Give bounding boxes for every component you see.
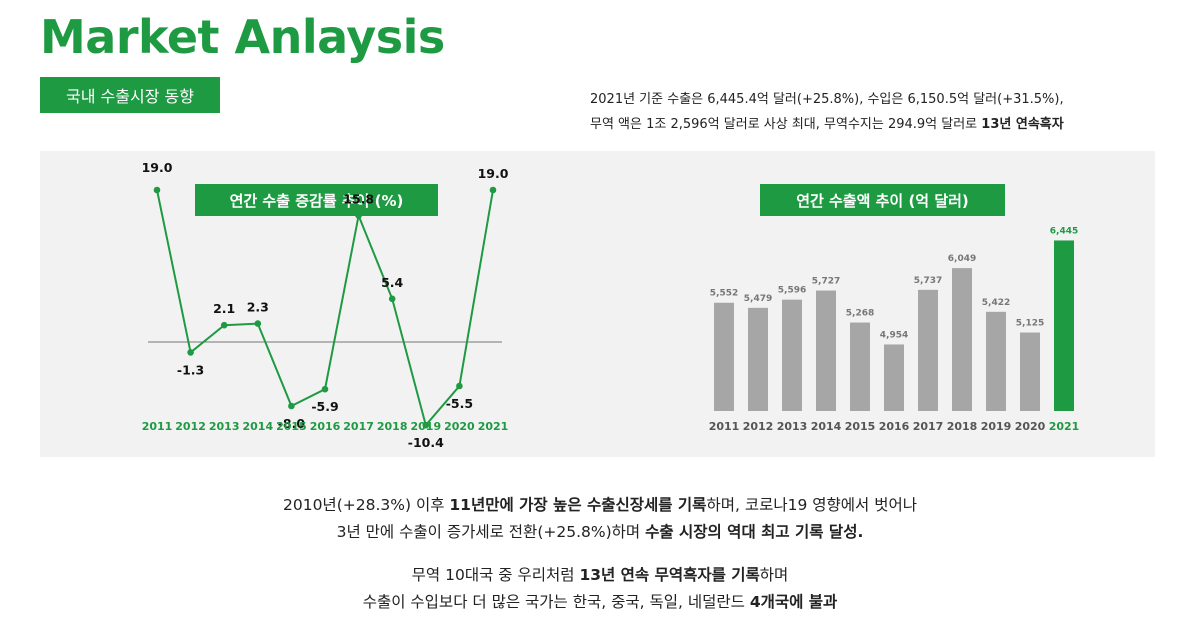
bar-chart-xtick-2019: 2019	[981, 420, 1012, 433]
bar-chart-label-2017: 5,737	[914, 276, 942, 286]
line-chart-xtick-2018: 2018	[377, 420, 408, 433]
line-chart-label-2015: -8.0	[278, 416, 306, 431]
bottom-p1-line-1: 2010년(+28.3%) 이후 11년만에 가장 높은 수출신장세를 기록하며…	[0, 492, 1200, 519]
bottom-p2-l1-c: 하며	[759, 566, 789, 584]
bar-chart-label-2012: 5,479	[744, 294, 772, 304]
bar-chart-xtick-2016: 2016	[879, 420, 910, 433]
bottom-p2-l2-a: 수출이 수입보다 더 많은 국가는 한국, 중국, 독일, 네덜란드	[362, 593, 750, 611]
bottom-p2-l1-b: 13년 연속 무역흑자를 기록	[579, 566, 760, 584]
bottom-p1-l1-b: 11년만에 가장 높은 수출신장세를 기록	[449, 496, 707, 514]
line-chart-point-2021	[489, 186, 497, 194]
bar-chart-label-2014: 5,727	[812, 277, 840, 287]
bar-chart-xtick-2017: 2017	[913, 420, 944, 433]
bottom-p2-l1-a: 무역 10대국 중 우리처럼	[411, 566, 580, 584]
line-chart-point-2011	[153, 186, 161, 194]
bar-chart-label-2019: 5,422	[982, 298, 1010, 308]
bar-chart-bar-2012	[748, 307, 768, 411]
bar-chart-bar-2018	[952, 268, 972, 411]
line-chart-point-2015	[288, 402, 295, 410]
bar-chart-bar-2021	[1054, 240, 1074, 411]
bar-chart-bar-2013	[782, 299, 802, 411]
summary-line-1: 2021년 기준 수출은 6,445.4억 달러(+25.8%), 수입은 6,…	[590, 92, 1064, 107]
line-chart-label-2020: -5.5	[446, 396, 473, 411]
line-chart-point-2012	[187, 349, 194, 356]
line-chart-point-2020	[456, 382, 463, 390]
line-chart-xtick-2021: 2021	[478, 420, 509, 433]
bottom-p2-line-1: 무역 10대국 중 우리처럼 13년 연속 무역흑자를 기록하며	[0, 562, 1200, 589]
bar-chart-xtick-2020: 2020	[1015, 420, 1046, 433]
bottom-paragraph-2: 무역 10대국 중 우리처럼 13년 연속 무역흑자를 기록하며 수출이 수입보…	[0, 562, 1200, 616]
line-chart-xtick-2013: 2013	[209, 420, 240, 433]
line-chart-label-2019: -10.4	[408, 435, 444, 450]
line-chart-xtick-2017: 2017	[343, 420, 374, 433]
bar-chart-xtick-2015: 2015	[845, 420, 876, 433]
bar-chart-bar-2016	[884, 344, 904, 411]
bar-chart-xtick-2014: 2014	[811, 420, 842, 433]
line-chart-point-2019	[422, 421, 430, 429]
bar-chart-xtick-2013: 2013	[777, 420, 808, 433]
line-chart-point-2014	[254, 320, 262, 327]
summary-line-2-highlight: 13년 연속흑자	[981, 117, 1064, 132]
section-tag: 국내 수출시장 동향	[40, 77, 220, 113]
bar-chart-label-2020: 5,125	[1016, 319, 1044, 329]
bottom-p2-line-2: 수출이 수입보다 더 많은 국가는 한국, 중국, 독일, 네덜란드 4개국에 …	[0, 589, 1200, 616]
line-chart-xtick-2020: 2020	[444, 420, 475, 433]
bar-chart-xtick-2012: 2012	[743, 420, 774, 433]
line-chart-point-2013	[220, 321, 228, 329]
bar-chart-label-2013: 5,596	[778, 286, 806, 296]
bar-chart-label-2021: 6,445	[1050, 226, 1078, 236]
line-chart-label-2021: 19.0	[478, 166, 509, 181]
summary-line-2: 무역 액은 1조 2,596억 달러로 사상 최대, 무역수지는 294.9억 …	[590, 112, 1150, 137]
bar-chart-xtick-2021: 2021	[1049, 420, 1080, 433]
line-chart-label-2012: -1.3	[177, 362, 204, 377]
bar-chart-bar-2017	[918, 289, 938, 411]
bar-chart-xtick-2011: 2011	[709, 420, 740, 433]
bottom-paragraph-1: 2010년(+28.3%) 이후 11년만에 가장 높은 수출신장세를 기록하며…	[0, 492, 1200, 546]
bottom-p1-line-2: 3년 만에 수출이 증가세로 전환(+25.8%)하며 수출 시장의 역대 최고…	[0, 519, 1200, 546]
page-title: Market Anlaysis	[40, 10, 445, 64]
bottom-p1-l1-c: 하며, 코로나19 영향에서 벗어나	[706, 496, 918, 514]
line-chart-point-2018	[388, 295, 396, 303]
bar-chart-bar-2020	[1020, 332, 1040, 411]
line-chart-label-2013: 2.1	[213, 301, 235, 316]
summary-text: 2021년 기준 수출은 6,445.4억 달러(+25.8%), 수입은 6,…	[590, 87, 1150, 137]
bottom-p1-l2-a: 3년 만에 수출이 증가세로 전환(+25.8%)하며	[336, 523, 646, 541]
line-chart-xtick-2019: 2019	[410, 420, 441, 433]
bar-chart-label-2018: 6,049	[948, 254, 976, 264]
bar-chart-bar-2015	[850, 322, 870, 411]
bottom-p1-l1-a: 2010년(+28.3%) 이후	[282, 496, 450, 514]
bar-chart-title: 연간 수출액 추이 (억 달러)	[760, 184, 1005, 216]
line-chart-label-2018: 5.4	[381, 275, 403, 290]
line-chart-xtick-2011: 2011	[142, 420, 173, 433]
bar-chart-label-2015: 5,268	[846, 309, 874, 319]
line-chart-label-2011: 19.0	[142, 160, 173, 175]
line-chart-label-2016: -5.9	[311, 399, 338, 414]
bar-chart-label-2016: 4,954	[880, 330, 908, 340]
bottom-p2-l2-b: 4개국에 불과	[749, 593, 838, 611]
line-chart-xtick-2012: 2012	[175, 420, 206, 433]
bar-chart-xtick-2018: 2018	[947, 420, 978, 433]
bar-chart-bar-2014	[816, 290, 836, 411]
bar-chart-bar-2011	[714, 302, 734, 411]
line-chart-point-2017	[355, 212, 362, 219]
line-chart-point-2016	[321, 385, 329, 393]
charts-panel: 연간 수출 증감률 추이 (%) 연간 수출액 추이 (억 달러) 19.0 20…	[40, 151, 1155, 457]
bottom-p1-l2-b: 수출 시장의 역대 최고 기록 달성.	[645, 523, 864, 541]
summary-line-2-text: 무역 액은 1조 2,596억 달러로 사상 최대, 무역수지는 294.9억 …	[590, 117, 982, 132]
bar-chart-label-2011: 5,552	[710, 289, 738, 299]
line-chart-label-2017: 15.8	[343, 192, 374, 207]
line-chart-label-2014: 2.3	[247, 300, 269, 315]
line-chart-xtick-2014: 2014	[242, 420, 273, 433]
line-chart-xtick-2015: 2015	[276, 420, 307, 433]
bar-chart-bar-2019	[986, 311, 1006, 411]
line-chart-title: 연간 수출 증감률 추이 (%)	[195, 184, 438, 216]
line-chart-xtick-2016: 2016	[310, 420, 341, 433]
